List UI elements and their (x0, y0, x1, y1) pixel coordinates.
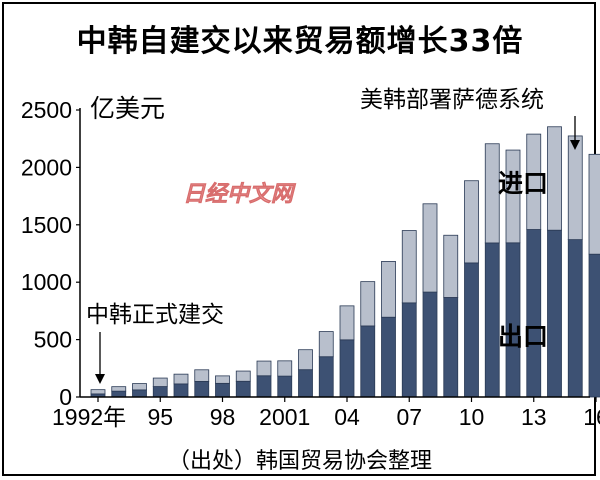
bar-import-2000 (256, 360, 272, 377)
y-tick-label: 0 (59, 384, 72, 410)
bar-import-2011 (484, 143, 500, 244)
annotation-start: 中韩正式建交 (86, 302, 224, 328)
bar-export-2011 (484, 242, 500, 398)
bar-import-1995 (152, 377, 168, 387)
bar-import-2001 (277, 360, 293, 377)
y-tick-label: 500 (34, 327, 72, 353)
bar-import-1999 (235, 370, 251, 382)
x-tick-label: 98 (210, 404, 236, 430)
bar-export-2004 (339, 339, 355, 398)
bar-export-2006 (381, 316, 396, 398)
y-axis: 0 500 1000 1500 2000 2500 (21, 97, 80, 410)
annotation-fta-arrow (570, 116, 580, 150)
bar-export-2012 (505, 242, 521, 398)
x-tick-label: 16 (583, 404, 600, 430)
legend-label-import: 进口 (498, 169, 548, 198)
bar-import-1997 (194, 369, 210, 382)
bar-export-2008 (422, 291, 438, 398)
bar-import-2013 (526, 133, 542, 230)
bar-export-2016 (588, 253, 600, 398)
bar-import-1998 (215, 375, 230, 384)
bar-export-2007 (401, 302, 417, 398)
y-tick-label: 2500 (21, 97, 72, 123)
bar-export-2013 (526, 229, 542, 398)
bar-import-2006 (381, 261, 396, 318)
bar-import-2004 (339, 305, 355, 341)
bar-export-2010 (464, 262, 479, 398)
annotation-fta: 美韩部署萨德系统 (360, 87, 544, 113)
bar-export-2002 (298, 369, 313, 398)
y-tick-label: 1500 (21, 212, 72, 238)
bar-export-1998 (215, 382, 230, 398)
bars-group (90, 126, 600, 398)
bar-export-2000 (256, 375, 272, 398)
x-tick-label: 04 (334, 404, 360, 430)
x-tick-label: 13 (521, 404, 547, 430)
chart-title: 中韩自建交以来贸易额增长33倍 (76, 24, 524, 59)
bar-export-1997 (194, 380, 210, 398)
x-axis: 1992年 95 98 2001 04 07 10 13 16 (52, 397, 600, 430)
bar-export-1994 (132, 389, 147, 398)
bar-import-2003 (318, 331, 334, 358)
x-tick-label: 2001 (259, 404, 310, 430)
bar-import-2016 (588, 153, 600, 255)
watermark: 日经中文网 (183, 181, 296, 207)
x-tick-label: 10 (459, 404, 485, 430)
bar-import-2002 (298, 349, 313, 371)
legend-label-export: 出口 (498, 322, 548, 351)
bar-import-2014 (547, 126, 562, 231)
bar-export-1995 (152, 386, 168, 398)
source-note: （出处）韩国贸易协会整理 (167, 449, 432, 474)
bar-export-2003 (318, 356, 334, 398)
bar-export-1999 (235, 380, 251, 398)
bar-import-2012 (505, 149, 521, 244)
bar-import-2005 (360, 281, 376, 327)
y-tick-label: 2000 (21, 154, 72, 180)
bar-import-1992 (90, 389, 106, 395)
y-axis-unit: 亿美元 (90, 94, 165, 123)
bar-export-1996 (173, 383, 189, 398)
bar-import-1993 (111, 386, 127, 392)
x-tick-label: 95 (147, 404, 173, 430)
bar-import-1996 (173, 373, 189, 385)
annotation-start-arrow (95, 332, 105, 384)
bar-export-2001 (277, 375, 293, 398)
bar-export-2014 (547, 229, 562, 398)
x-tick-label: 07 (396, 404, 422, 430)
bar-import-2015 (567, 135, 583, 241)
bar-export-2009 (443, 297, 459, 398)
y-tick-label: 1000 (21, 269, 72, 295)
x-tick-label: 1992年 (52, 404, 126, 430)
bar-import-2008 (422, 203, 438, 293)
bar-export-1993 (111, 390, 127, 398)
bar-export-2015 (567, 239, 583, 398)
bar-export-2005 (360, 325, 376, 398)
bar-import-1994 (132, 383, 147, 391)
bar-import-2010 (464, 180, 479, 264)
bar-import-2009 (443, 234, 459, 298)
bar-import-2007 (401, 230, 417, 304)
